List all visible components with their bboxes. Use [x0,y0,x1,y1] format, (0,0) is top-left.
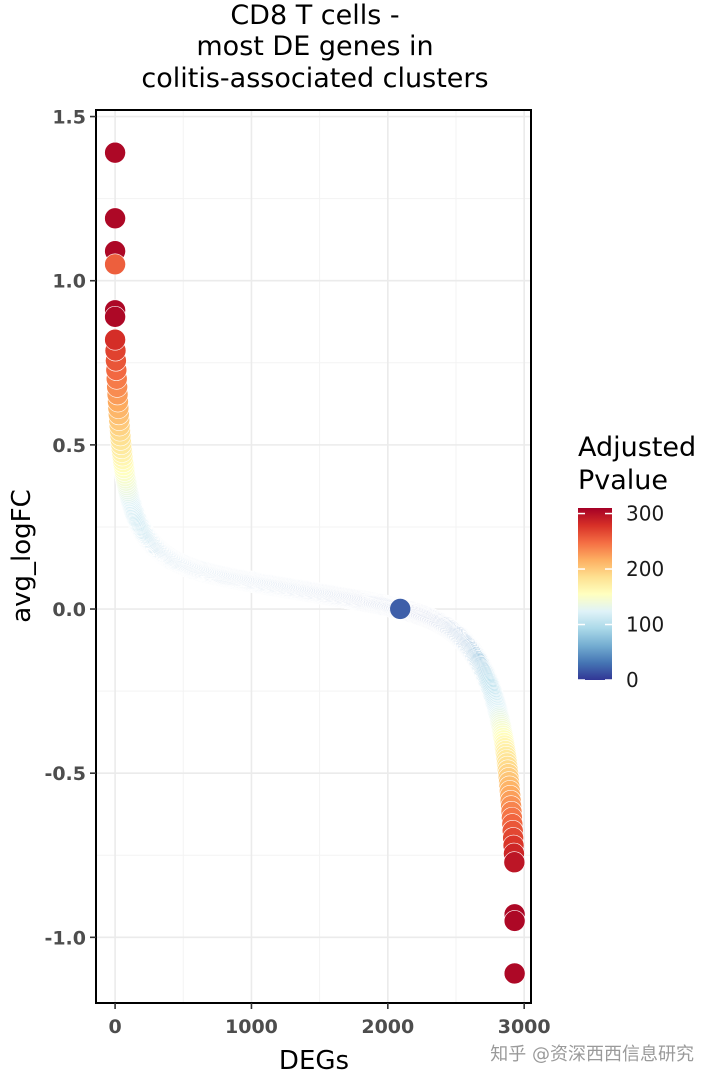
chart-title-line-2: most DE genes in [196,31,433,62]
x-tick-label: 1000 [225,1016,278,1038]
data-point [389,598,412,620]
legend-title-line-2: Pvalue [578,465,668,496]
outlier-point [503,962,526,985]
y-axis-title: avg_logFC [7,489,37,623]
data-points [104,141,526,985]
data-point [503,851,526,874]
legend-label: 100 [626,613,664,637]
outlier-point [104,306,126,328]
chart-title-line-1: CD8 T cells - [230,0,399,31]
legend-label: 0 [626,668,639,692]
legend-label: 200 [626,557,664,581]
outlier-point [104,141,126,164]
y-tick-label: 0.0 [52,599,86,621]
chart-title-line-3: colitis-associated clusters [141,63,488,94]
outlier-point [104,207,126,230]
y-tick-label: 0.5 [52,435,86,457]
x-tick-label: 2000 [361,1016,414,1038]
legend-colorbar [578,508,612,680]
y-tick-label: -1.0 [44,927,86,949]
y-tick-label: -0.5 [44,763,86,785]
legend-title-line-1: Adjusted [578,432,696,463]
y-tick-label: 1.5 [52,107,86,129]
watermark-text: 知乎 @资深西西信息研究 [490,1044,694,1065]
legend-ticks: 300 200 100 0 [578,502,664,692]
data-point [104,328,126,351]
x-axis-ticks: 0 1000 2000 3000 [108,1003,551,1038]
plot-border [95,109,532,1004]
x-axis-title: DEGs [279,1046,349,1076]
outlier-point [503,910,526,932]
outlier-point [104,253,126,276]
legend-label: 300 [626,502,664,526]
y-axis-ticks: -1.0 -0.5 0.0 0.5 1.0 1.5 [44,107,96,949]
x-tick-label: 0 [108,1016,121,1038]
x-tick-label: 3000 [498,1016,551,1038]
y-tick-label: 1.0 [52,271,86,293]
minor-gridlines [96,110,531,1003]
